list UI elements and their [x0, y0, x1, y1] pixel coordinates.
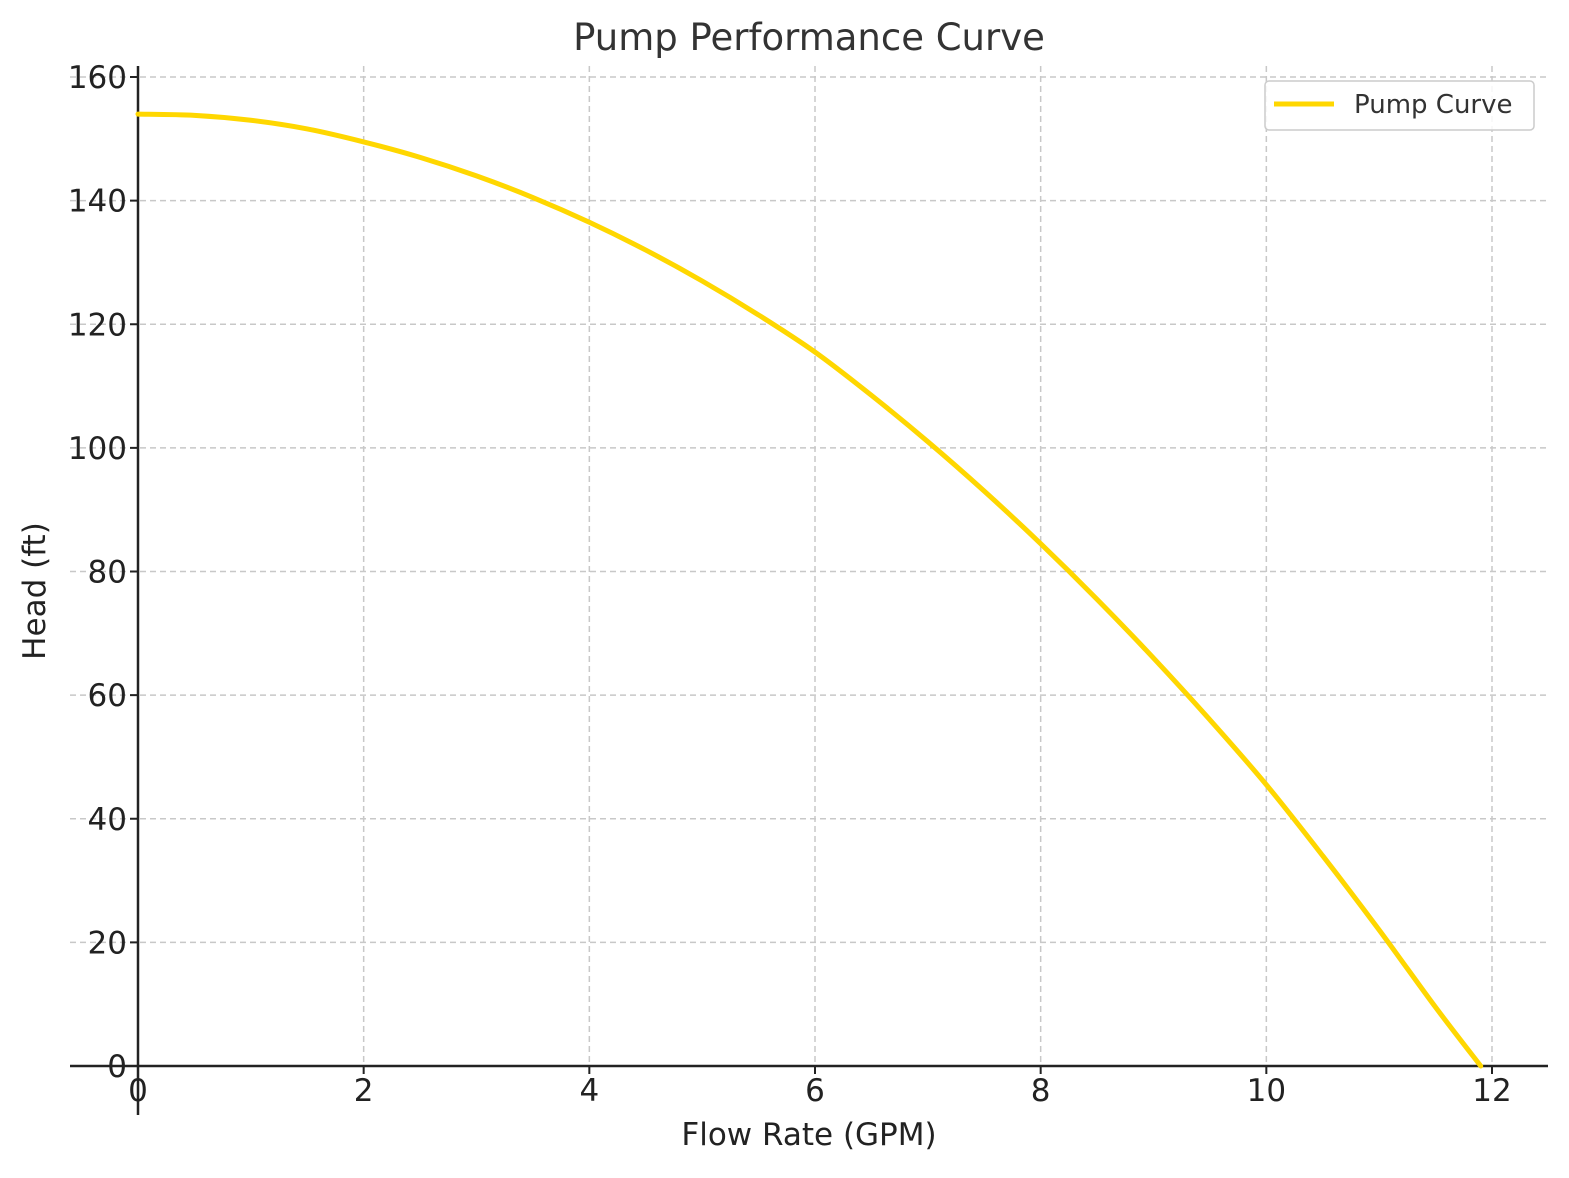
- x-tick-label: 8: [1031, 1073, 1051, 1109]
- y-tick-label: 120: [68, 307, 127, 343]
- x-tick-label: 4: [579, 1073, 599, 1109]
- legend-label: Pump Curve: [1354, 90, 1513, 120]
- grid: [70, 66, 1548, 1066]
- y-tick-label: 80: [88, 555, 127, 591]
- series: [135, 111, 1484, 1069]
- y-tick-label: 160: [68, 60, 127, 96]
- axes: [70, 66, 1548, 1115]
- y-tick-label: 100: [68, 431, 127, 467]
- x-tick-label: 6: [805, 1073, 825, 1109]
- pump-curve-line: [135, 111, 1484, 1069]
- y-tick-label: 0: [107, 1049, 127, 1085]
- x-axis-label: Flow Rate (GPM): [681, 1117, 936, 1153]
- legend-frame: [1264, 80, 1535, 131]
- chart-title: Pump Performance Curve: [573, 16, 1045, 59]
- y-tick-label: 40: [88, 802, 127, 838]
- y-tick-label: 20: [88, 925, 127, 961]
- x-tick-label: 2: [354, 1073, 374, 1109]
- x-tick-label: 12: [1472, 1073, 1511, 1109]
- legend: Pump Curve: [1264, 80, 1535, 131]
- y-tick-label: 140: [68, 184, 127, 220]
- y-axis-label: Head (ft): [17, 522, 53, 660]
- x-tick-label: 0: [128, 1073, 148, 1109]
- x-tick-label: 10: [1247, 1073, 1286, 1109]
- y-tick-label: 60: [88, 678, 127, 714]
